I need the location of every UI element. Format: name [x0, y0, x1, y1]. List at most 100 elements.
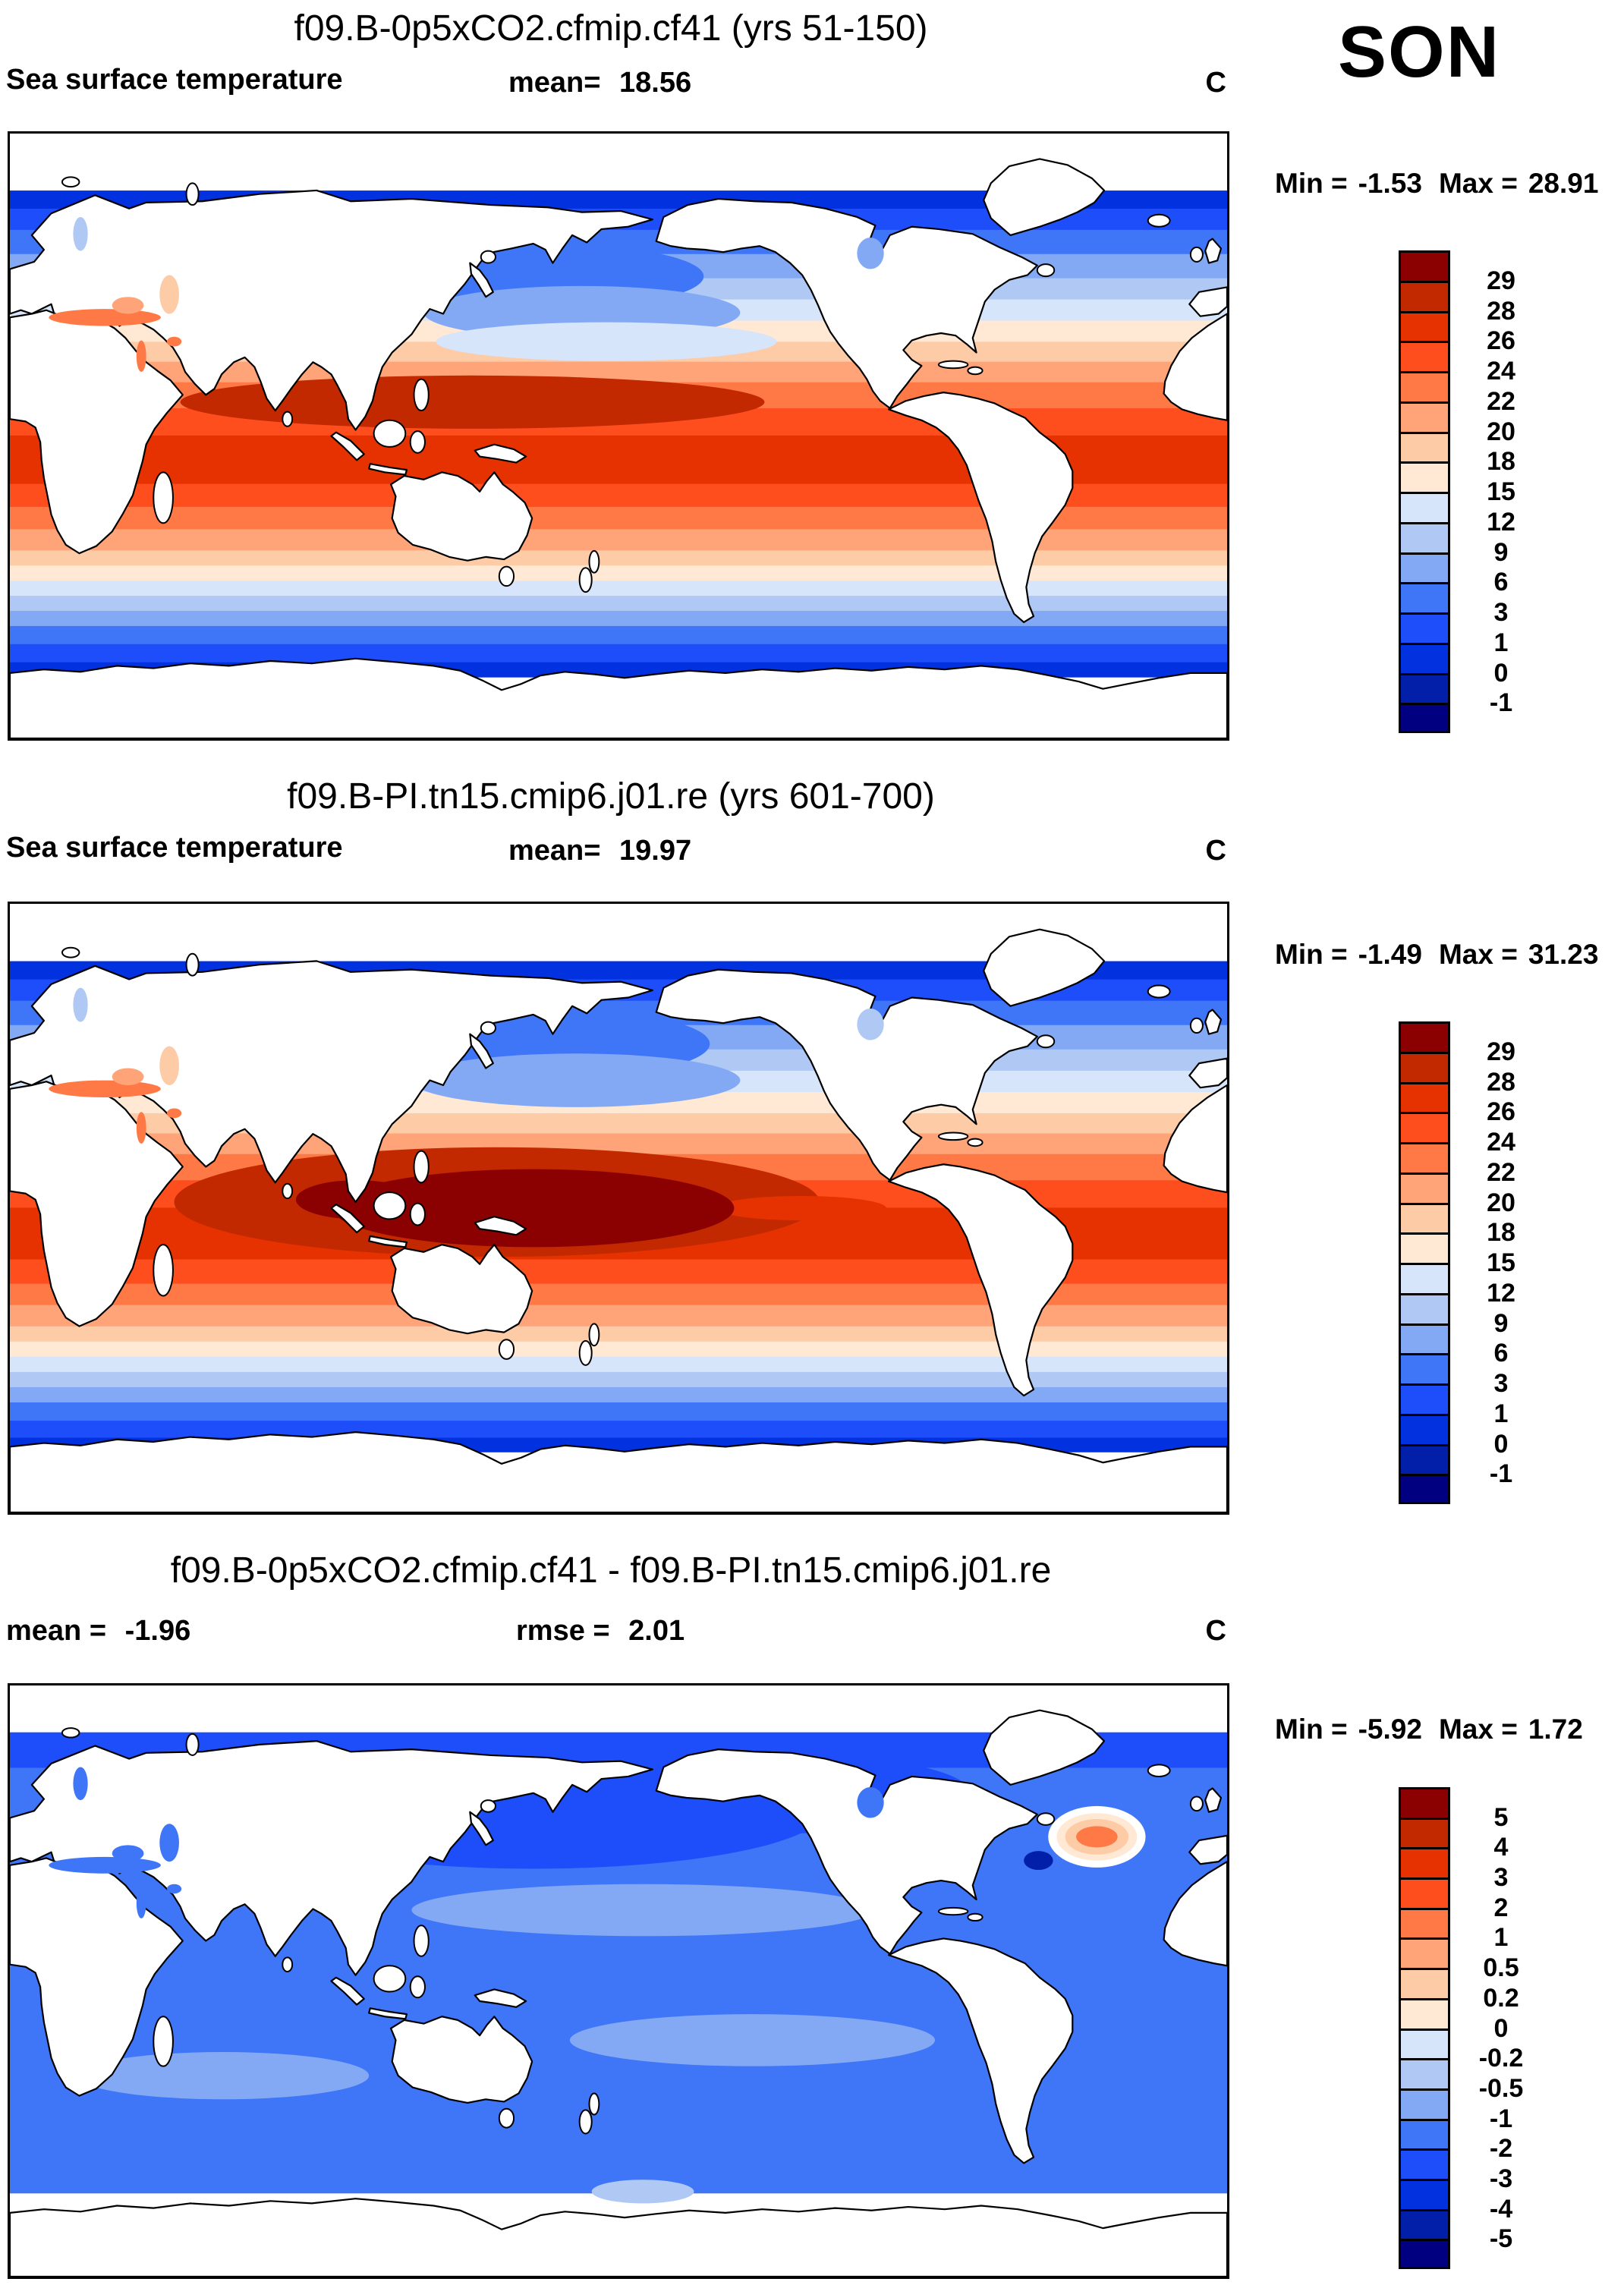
- colorbar-cell: [1399, 1021, 1450, 1054]
- max-value: 1.72: [1528, 1714, 1583, 1745]
- colorbar-tick-label: 1: [1493, 1923, 1509, 1953]
- colorbar-tick-label: 24: [1487, 1128, 1515, 1157]
- colorbar-cell: [1399, 1353, 1450, 1386]
- world-map-sst-control: [8, 902, 1229, 1515]
- mean-label: mean=: [508, 67, 601, 99]
- colorbar-tick-label: 9: [1493, 1308, 1509, 1338]
- colorbar-cell: [1399, 2178, 1450, 2211]
- colorbar-cell: [1399, 1112, 1450, 1144]
- colorbar-tick-label: 20: [1487, 1188, 1515, 1217]
- colorbar-tick-label: 22: [1487, 386, 1515, 416]
- colorbar-cell: [1399, 461, 1450, 494]
- colorbar-cell: [1399, 1263, 1450, 1295]
- colorbar-cells: [1399, 1021, 1450, 1504]
- rmse-stat: rmse = 2.01: [516, 1615, 685, 1648]
- colorbar-cell: [1399, 703, 1450, 733]
- colorbar-cell: [1399, 521, 1450, 555]
- colorbar-tick-label: 0.2: [1483, 1983, 1519, 2013]
- colorbar-cell: [1399, 2148, 1450, 2181]
- continents: [10, 930, 1227, 1512]
- colorbar-tick-label: 18: [1487, 447, 1515, 477]
- colorbar-cell: [1399, 2239, 1450, 2269]
- colorbar-tick-label: 29: [1487, 1037, 1515, 1066]
- max-value: 31.23: [1528, 939, 1599, 970]
- max-label: Max =: [1438, 1714, 1518, 1745]
- colorbar-tick-label: -0.2: [1478, 2044, 1524, 2073]
- colorbar-tick-label: 0: [1493, 658, 1509, 688]
- colorbar-tick-label: 18: [1487, 1218, 1515, 1248]
- colorbar-tick-label: -1: [1489, 1459, 1513, 1489]
- colorbar-tick-label: -0.5: [1478, 2073, 1524, 2103]
- colorbar-cell: [1399, 1443, 1450, 1477]
- min-value: -1.49: [1358, 939, 1422, 970]
- colorbar-cell: [1399, 1968, 1450, 2000]
- world-map-svg: [10, 134, 1227, 738]
- minmax-row: Min = -1.53 Max = 28.91: [1275, 168, 1624, 200]
- world-map-svg: [10, 904, 1227, 1512]
- colorbar-tick-labels: 29 28 26 24 22 20 18 15 12 9 6 3 1 0 -1: [1452, 250, 1550, 733]
- rmse-value: 2.01: [628, 1615, 685, 1647]
- colorbar-tick-label: 26: [1487, 1097, 1515, 1127]
- colorbar-tick-label: 1: [1493, 628, 1509, 657]
- colorbar-tick-label: 6: [1493, 568, 1509, 597]
- panel-experiment: f09.B-0p5xCO2.cfmip.cf41 (yrs 51-150) SO…: [0, 0, 1624, 769]
- colorbar-cell: [1399, 280, 1450, 313]
- colorbar-tick-label: 0: [1493, 1429, 1509, 1459]
- continents: [10, 1711, 1227, 2277]
- colorbar-tick-labels: 5 4 3 2 1 0.5 0.2 0 -0.2 -0.5 -1 -2 -3 -4 -5: [1452, 1787, 1550, 2269]
- min-label: Min =: [1275, 939, 1348, 970]
- colorbar-cell: [1399, 1787, 1450, 1820]
- colorbar-cell: [1399, 250, 1450, 283]
- colorbar-cell: [1399, 1172, 1450, 1205]
- mean-label: mean =: [6, 1615, 107, 1647]
- world-map-svg: [10, 1685, 1227, 2277]
- colorbar-cell: [1399, 1383, 1450, 1416]
- colorbar-tick-label: 3: [1493, 598, 1509, 627]
- colorbar-cell: [1399, 431, 1450, 464]
- colorbar-cell: [1399, 1081, 1450, 1115]
- mean-value: 19.97: [619, 835, 692, 867]
- mean-label: mean=: [508, 835, 601, 867]
- colorbar-tick-label: 26: [1487, 326, 1515, 356]
- min-value: -5.92: [1358, 1714, 1422, 1745]
- colorbar-cell: [1399, 1323, 1450, 1356]
- colorbar-tick-label: -1: [1489, 688, 1513, 718]
- colorbar-tick-label: 28: [1487, 296, 1515, 326]
- minmax-row: Min = -1.49 Max = 31.23: [1275, 939, 1624, 971]
- colorbar-tick-label: 1: [1493, 1399, 1509, 1428]
- colorbar-cell: [1399, 1202, 1450, 1235]
- field-label: Sea surface temperature: [6, 832, 343, 864]
- colorbar-tick-label: 22: [1487, 1157, 1515, 1187]
- colorbar-difference: 5 4 3 2 1 0.5 0.2 0 -0.2 -0.5 -1 -2 -3 -4 -5: [1399, 1787, 1566, 2269]
- colorbar-sst: 29 28 26 24 22 20 18 15 12 9 6 3 1 0 -1: [1399, 250, 1566, 733]
- colorbar-cell: [1399, 2118, 1450, 2151]
- colorbar-tick-labels: 29 28 26 24 22 20 18 15 12 9 6 3 1 0 -1: [1452, 1021, 1550, 1504]
- panel-difference: f09.B-0p5xCO2.cfmip.cf41 - f09.B-PI.tn15…: [0, 1542, 1624, 2285]
- season-label: SON: [1337, 11, 1501, 93]
- colorbar-cell: [1399, 1907, 1450, 1940]
- colorbar-cell: [1399, 2058, 1450, 2091]
- colorbar-tick-label: 28: [1487, 1067, 1515, 1097]
- min-label: Min =: [1275, 168, 1348, 199]
- colorbar-sst: 29 28 26 24 22 20 18 15 12 9 6 3 1 0 -1: [1399, 1021, 1566, 1504]
- colorbar-cell: [1399, 371, 1450, 404]
- colorbar-tick-label: -1: [1489, 2104, 1513, 2133]
- colorbar-tick-label: 12: [1487, 507, 1515, 537]
- units-label: C: [1205, 835, 1226, 867]
- colorbar-cell: [1399, 1292, 1450, 1326]
- colorbar-cell: [1399, 2088, 1450, 2121]
- colorbar-cell: [1399, 1937, 1450, 1971]
- colorbar-tick-label: 24: [1487, 357, 1515, 386]
- colorbar-tick-label: 29: [1487, 266, 1515, 295]
- max-label: Max =: [1438, 168, 1518, 199]
- colorbar-cell: [1399, 2028, 1450, 2061]
- colorbar-cell: [1399, 672, 1450, 706]
- minmax-row: Min = -5.92 Max = 1.72: [1275, 1714, 1624, 1745]
- field-label: Sea surface temperature: [6, 64, 343, 96]
- panel-title: f09.B-PI.tn15.cmip6.j01.re (yrs 601-700): [287, 776, 935, 817]
- colorbar-tick-label: 15: [1487, 1248, 1515, 1277]
- colorbar-cell: [1399, 612, 1450, 645]
- min-label: Min =: [1275, 1714, 1348, 1745]
- colorbar-cell: [1399, 1142, 1450, 1175]
